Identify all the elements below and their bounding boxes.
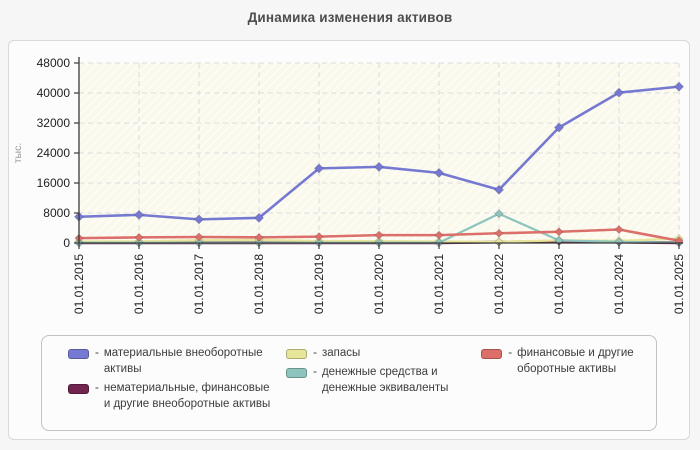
legend-dash: - — [313, 365, 317, 378]
x-tick-label: 01.01.2023 — [552, 254, 566, 314]
legend-swatch-icon — [68, 349, 89, 359]
x-tick-label: 01.01.2019 — [312, 254, 326, 314]
series-marker-0 — [553, 122, 565, 133]
legend-dash: - — [95, 381, 99, 394]
legend-item: - запасы — [286, 346, 473, 362]
legend-label: нематериальные, финансовые и другие внео… — [103, 381, 271, 410]
x-tick-label: 01.01.2015 — [72, 254, 86, 314]
x-tick-label: 01.01.2018 — [252, 254, 266, 314]
legend-column-2: - запасы - денежные средства и денежные экв… — [286, 346, 481, 400]
legend-label: денежные средства и денежные эквиваленты — [321, 365, 449, 394]
series-marker-0 — [433, 167, 445, 178]
y-tick-label: 24000 — [37, 146, 71, 160]
chart-svg: 0 8000 16000 24000 32000 40000 48000 01.01.2015… — [12, 56, 686, 314]
legend-swatch-icon — [286, 349, 308, 359]
y-tick-label: 40000 — [37, 86, 71, 100]
y-tick-label: 48000 — [37, 56, 71, 70]
legend-dash: - — [508, 347, 513, 359]
legend-swatch-icon — [286, 367, 308, 378]
series-marker-0 — [133, 209, 145, 220]
page-title: Динамика изменения активов — [247, 10, 453, 25]
series-marker-4 — [554, 227, 564, 237]
x-tick-label: 01.01.2020 — [372, 254, 386, 314]
y-tick-label: 32000 — [37, 116, 71, 130]
legend-item: - финансовые и другие оборотные активы — [481, 346, 634, 378]
x-tick-label: 01.01.2017 — [192, 254, 206, 314]
series-marker-0 — [313, 163, 325, 174]
series-marker-0 — [613, 87, 625, 98]
series-marker-4 — [314, 232, 324, 242]
series-marker-0 — [493, 184, 505, 195]
series-marker-0 — [253, 212, 265, 223]
x-tick-label: 01.01.2022 — [492, 254, 506, 314]
legend-item: - денежные средства и денежные эквивалент… — [286, 365, 473, 397]
x-tick-label: 01.01.2021 — [432, 254, 446, 314]
y-axis-title: тыс. — [12, 143, 24, 164]
x-tick-label: 01.01.2016 — [132, 254, 146, 314]
legend-column-1: - материальные внеоборотные активы - немате… — [68, 346, 286, 415]
legend-column-3: - финансовые и другие оборотные активы — [481, 346, 642, 381]
legend-swatch-icon — [68, 383, 89, 394]
y-tick-label: 16000 — [37, 176, 71, 190]
legend-label: материальные внеоборотные активы — [103, 347, 263, 375]
legend-label: запасы — [321, 347, 361, 359]
series-marker-4 — [374, 230, 384, 240]
series-marker-0 — [373, 161, 385, 172]
legend-item: - материальные внеоборотные активы — [68, 346, 278, 378]
chart-card: 0 8000 16000 24000 32000 40000 48000 01.01.2015… — [8, 40, 690, 440]
series-marker-3 — [494, 209, 504, 219]
series-marker-4 — [134, 232, 144, 242]
x-tick-label: 01.01.2025 — [672, 254, 686, 314]
chart-legend: - материальные внеоборотные активы - немате… — [41, 335, 657, 431]
legend-dash: - — [313, 347, 317, 359]
y-tick-label: 0 — [63, 236, 70, 250]
series-marker-4 — [614, 224, 624, 235]
series-marker-4 — [494, 228, 504, 238]
series-marker-0 — [673, 81, 685, 92]
legend-dash: - — [95, 347, 99, 359]
series-marker-0 — [193, 214, 205, 225]
series-marker-4 — [194, 232, 204, 242]
series-marker-4 — [434, 230, 444, 240]
legend-label: финансовые и другие оборотные активы — [517, 347, 634, 375]
legend-swatch-icon — [481, 349, 503, 359]
series-marker-4 — [254, 232, 264, 242]
x-tick-label: 01.01.2024 — [612, 254, 626, 314]
legend-item: - нематериальные, финансовые и другие вне… — [68, 381, 278, 413]
y-tick-label: 8000 — [43, 206, 70, 220]
